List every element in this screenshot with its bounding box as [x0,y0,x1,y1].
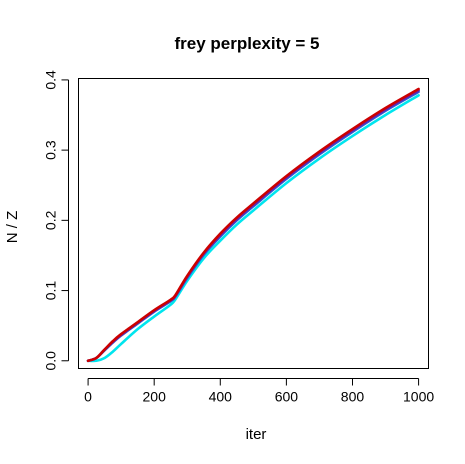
y-tick-label: 0.0 [43,351,59,371]
y-axis-label: N / Z [4,211,21,244]
x-tick-label: 1000 [403,389,434,405]
x-tick-label: 800 [341,389,365,405]
x-axis-label: iter [246,426,267,443]
chart-title: frey perplexity = 5 [174,34,319,53]
y-tick-label: 0.3 [43,140,59,160]
series-line-1 [86,94,420,363]
x-tick-label: 400 [209,389,233,405]
plot-area-frame [78,78,429,369]
x-tick-label: 600 [275,389,299,405]
series-lines [86,87,420,363]
y-tick-label: 0.1 [43,281,59,301]
y-tick-label: 0.2 [43,210,59,230]
x-tick-label: 200 [143,389,167,405]
x-tick-label: 0 [84,389,92,405]
series-line-2 [86,90,420,363]
x-axis-ticks: 0 200 400 600 800 1000 [84,378,434,405]
series-line-3 [86,89,420,363]
y-tick-label: 0.4 [43,70,59,90]
y-axis-ticks: 0.0 0.1 0.2 0.3 0.4 [43,70,69,371]
series-line-4 [86,87,420,363]
